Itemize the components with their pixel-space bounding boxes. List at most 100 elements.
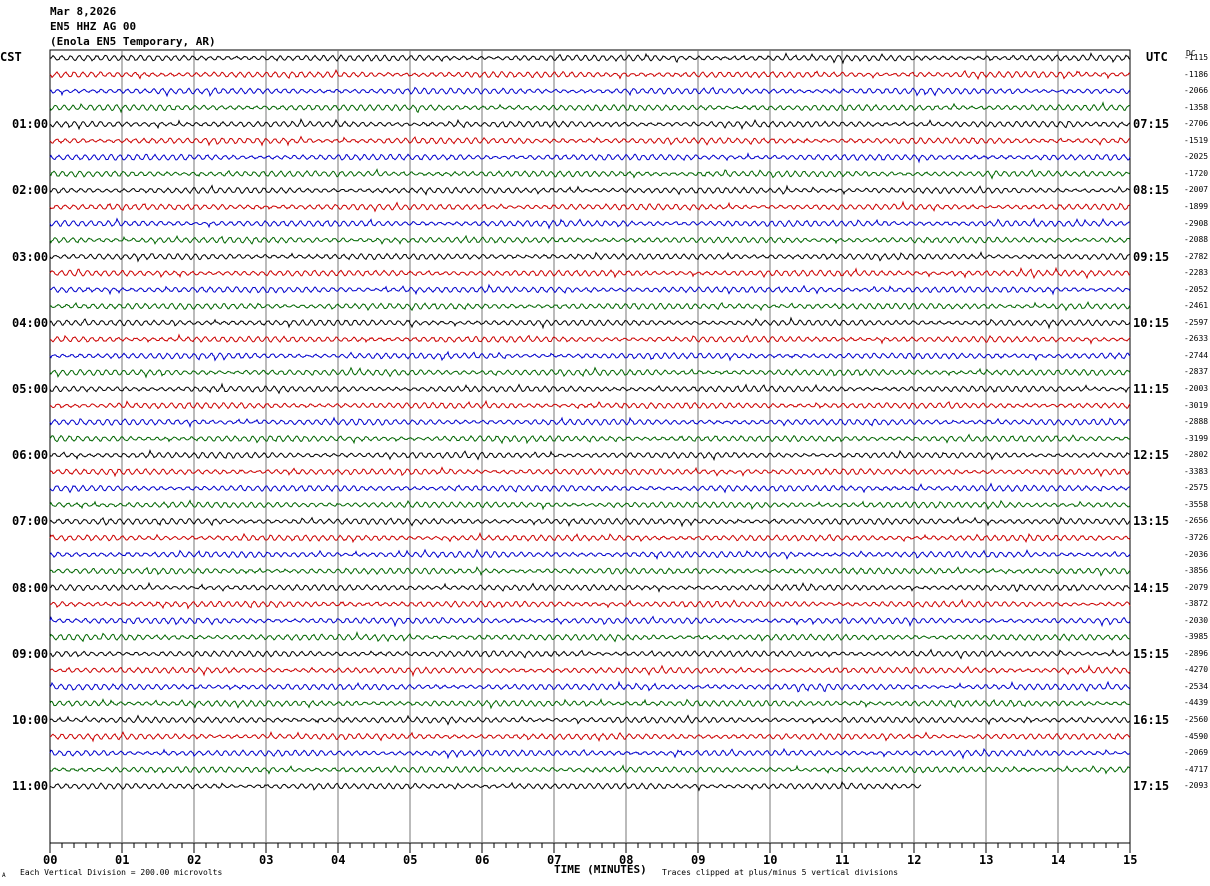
dc-offset-value: -3985 [1184,632,1209,642]
dc-offset-value: -3726 [1184,532,1209,542]
dc-offset-value: -3199 [1184,433,1209,443]
left-hour-label: 05:00 [12,382,49,396]
x-tick-label: 04 [331,853,346,867]
right-timezone-label: UTC [1146,50,1168,64]
dc-offset-value: -4590 [1184,731,1209,741]
x-tick-label: 13 [979,853,994,867]
seismic-trace [49,730,1131,743]
seismic-trace [49,416,1131,428]
seismic-trace [49,630,1131,643]
seismic-trace [49,101,1130,114]
right-hour-label: 09:15 [1133,249,1170,264]
dc-offset-value: -1115 [1184,53,1209,62]
dc-offset-value: -2030 [1184,615,1209,625]
seismic-trace [49,350,1131,362]
left-hour-label: 09:00 [12,646,49,661]
dc-offset-value: -4717 [1184,764,1209,774]
x-tick-label: 10 [763,853,778,867]
left-hour-label: 11:00 [12,779,49,794]
left-hour-label: 02:00 [12,183,49,198]
left-timezone-label: CST [0,50,22,64]
seismic-trace [49,615,1131,628]
seismic-trace [49,399,1131,410]
seismic-trace [49,68,1131,81]
seismic-trace [49,697,1131,710]
dc-offset-value: -3558 [1184,499,1209,509]
dc-offset-value: -2744 [1184,350,1209,360]
seismic-trace [49,333,1131,345]
dc-offset-value: -2534 [1184,681,1209,691]
seismic-trace [49,680,1131,693]
dc-offset-value: -2093 [1184,781,1209,791]
seismic-trace [49,366,1131,379]
x-tick-label: 09 [691,853,706,867]
seismic-trace [49,300,1131,312]
seismic-trace [49,466,1131,478]
x-tick-label: 01 [115,853,130,867]
seismic-trace [49,250,1131,263]
right-hour-label: 14:15 [1133,580,1170,595]
dc-offset-value: -4439 [1184,698,1209,708]
dc-offset-value: -2025 [1184,152,1209,162]
left-hour-label: 03:00 [12,249,49,264]
corner-mark: A [2,872,6,879]
dc-offset-value: -1358 [1184,102,1209,112]
seismic-trace [49,86,1131,98]
x-tick-label: 07 [547,853,562,867]
seismic-trace [49,566,1131,577]
dc-offset-value: -2007 [1184,185,1209,195]
dc-offset-value: -3383 [1184,466,1209,476]
x-tick-label: 05 [403,853,418,867]
dc-offset-value: -2896 [1184,648,1209,658]
right-hour-label: 08:15 [1133,183,1170,198]
dc-offset-value: -2802 [1184,450,1209,460]
left-hour-label: 08:00 [12,580,49,595]
clip-note: Traces clipped at plus/minus 5 vertical … [662,868,899,877]
seismic-trace [49,747,1131,760]
left-hour-label: 06:00 [12,448,49,463]
x-tick-label: 00 [43,853,58,867]
right-hour-label: 15:15 [1133,646,1170,661]
plot-frame [49,49,1131,844]
x-tick-label: 12 [907,853,922,867]
dc-offset-value: -1186 [1184,69,1209,79]
x-axis-title: TIME (MINUTES) [554,863,647,876]
right-hour-label: 17:15 [1133,779,1170,794]
seismic-trace [49,648,1131,660]
channel-id: EN5 HHZ AG 00 [50,20,137,33]
dc-offset-value: -2079 [1184,582,1209,592]
seismic-trace [49,714,1131,726]
right-hour-label: 10:15 [1133,315,1170,330]
x-tick-label: 08 [619,853,634,867]
dc-offset-value: -2908 [1184,218,1209,228]
left-hour-label: 04:00 [12,315,49,330]
dc-offset-value: -3856 [1184,566,1209,576]
seismic-trace [49,217,1131,230]
right-hour-label: 07:15 [1133,117,1170,132]
seismic-trace [49,168,1131,180]
plot-date: Mar 8,2026 [50,5,117,18]
seismic-trace [49,581,1131,593]
x-tick-label: 14 [1051,853,1066,867]
dc-offset-value: -2052 [1184,284,1209,294]
dc-offset-value: -2837 [1184,367,1209,377]
seismic-trace [49,531,1131,544]
dc-offset-value: -2283 [1184,268,1209,278]
left-hour-label: 10:00 [12,713,49,727]
station-name: (Enola EN5 Temporary, AR) [50,35,216,48]
dc-offset-value: -2003 [1184,384,1209,393]
x-tick-label: 06 [475,853,490,867]
scale-note: Each Vertical Division = 200.00 microvol… [20,868,223,877]
dc-offset-value: -1899 [1184,201,1209,211]
seismic-trace [49,548,1131,561]
dc-offset-value: -3019 [1184,400,1209,410]
right-hour-label: 16:15 [1133,713,1170,727]
dc-offset-header: DC [1186,49,1196,58]
seismic-trace [49,135,1131,147]
seismic-trace [49,664,1131,678]
dc-offset-value: -2633 [1184,334,1209,344]
seismic-trace [49,184,1131,196]
dc-offset-value: -2088 [1184,235,1209,245]
dc-offset-value: -2066 [1184,86,1209,96]
seismic-trace [49,499,1131,511]
